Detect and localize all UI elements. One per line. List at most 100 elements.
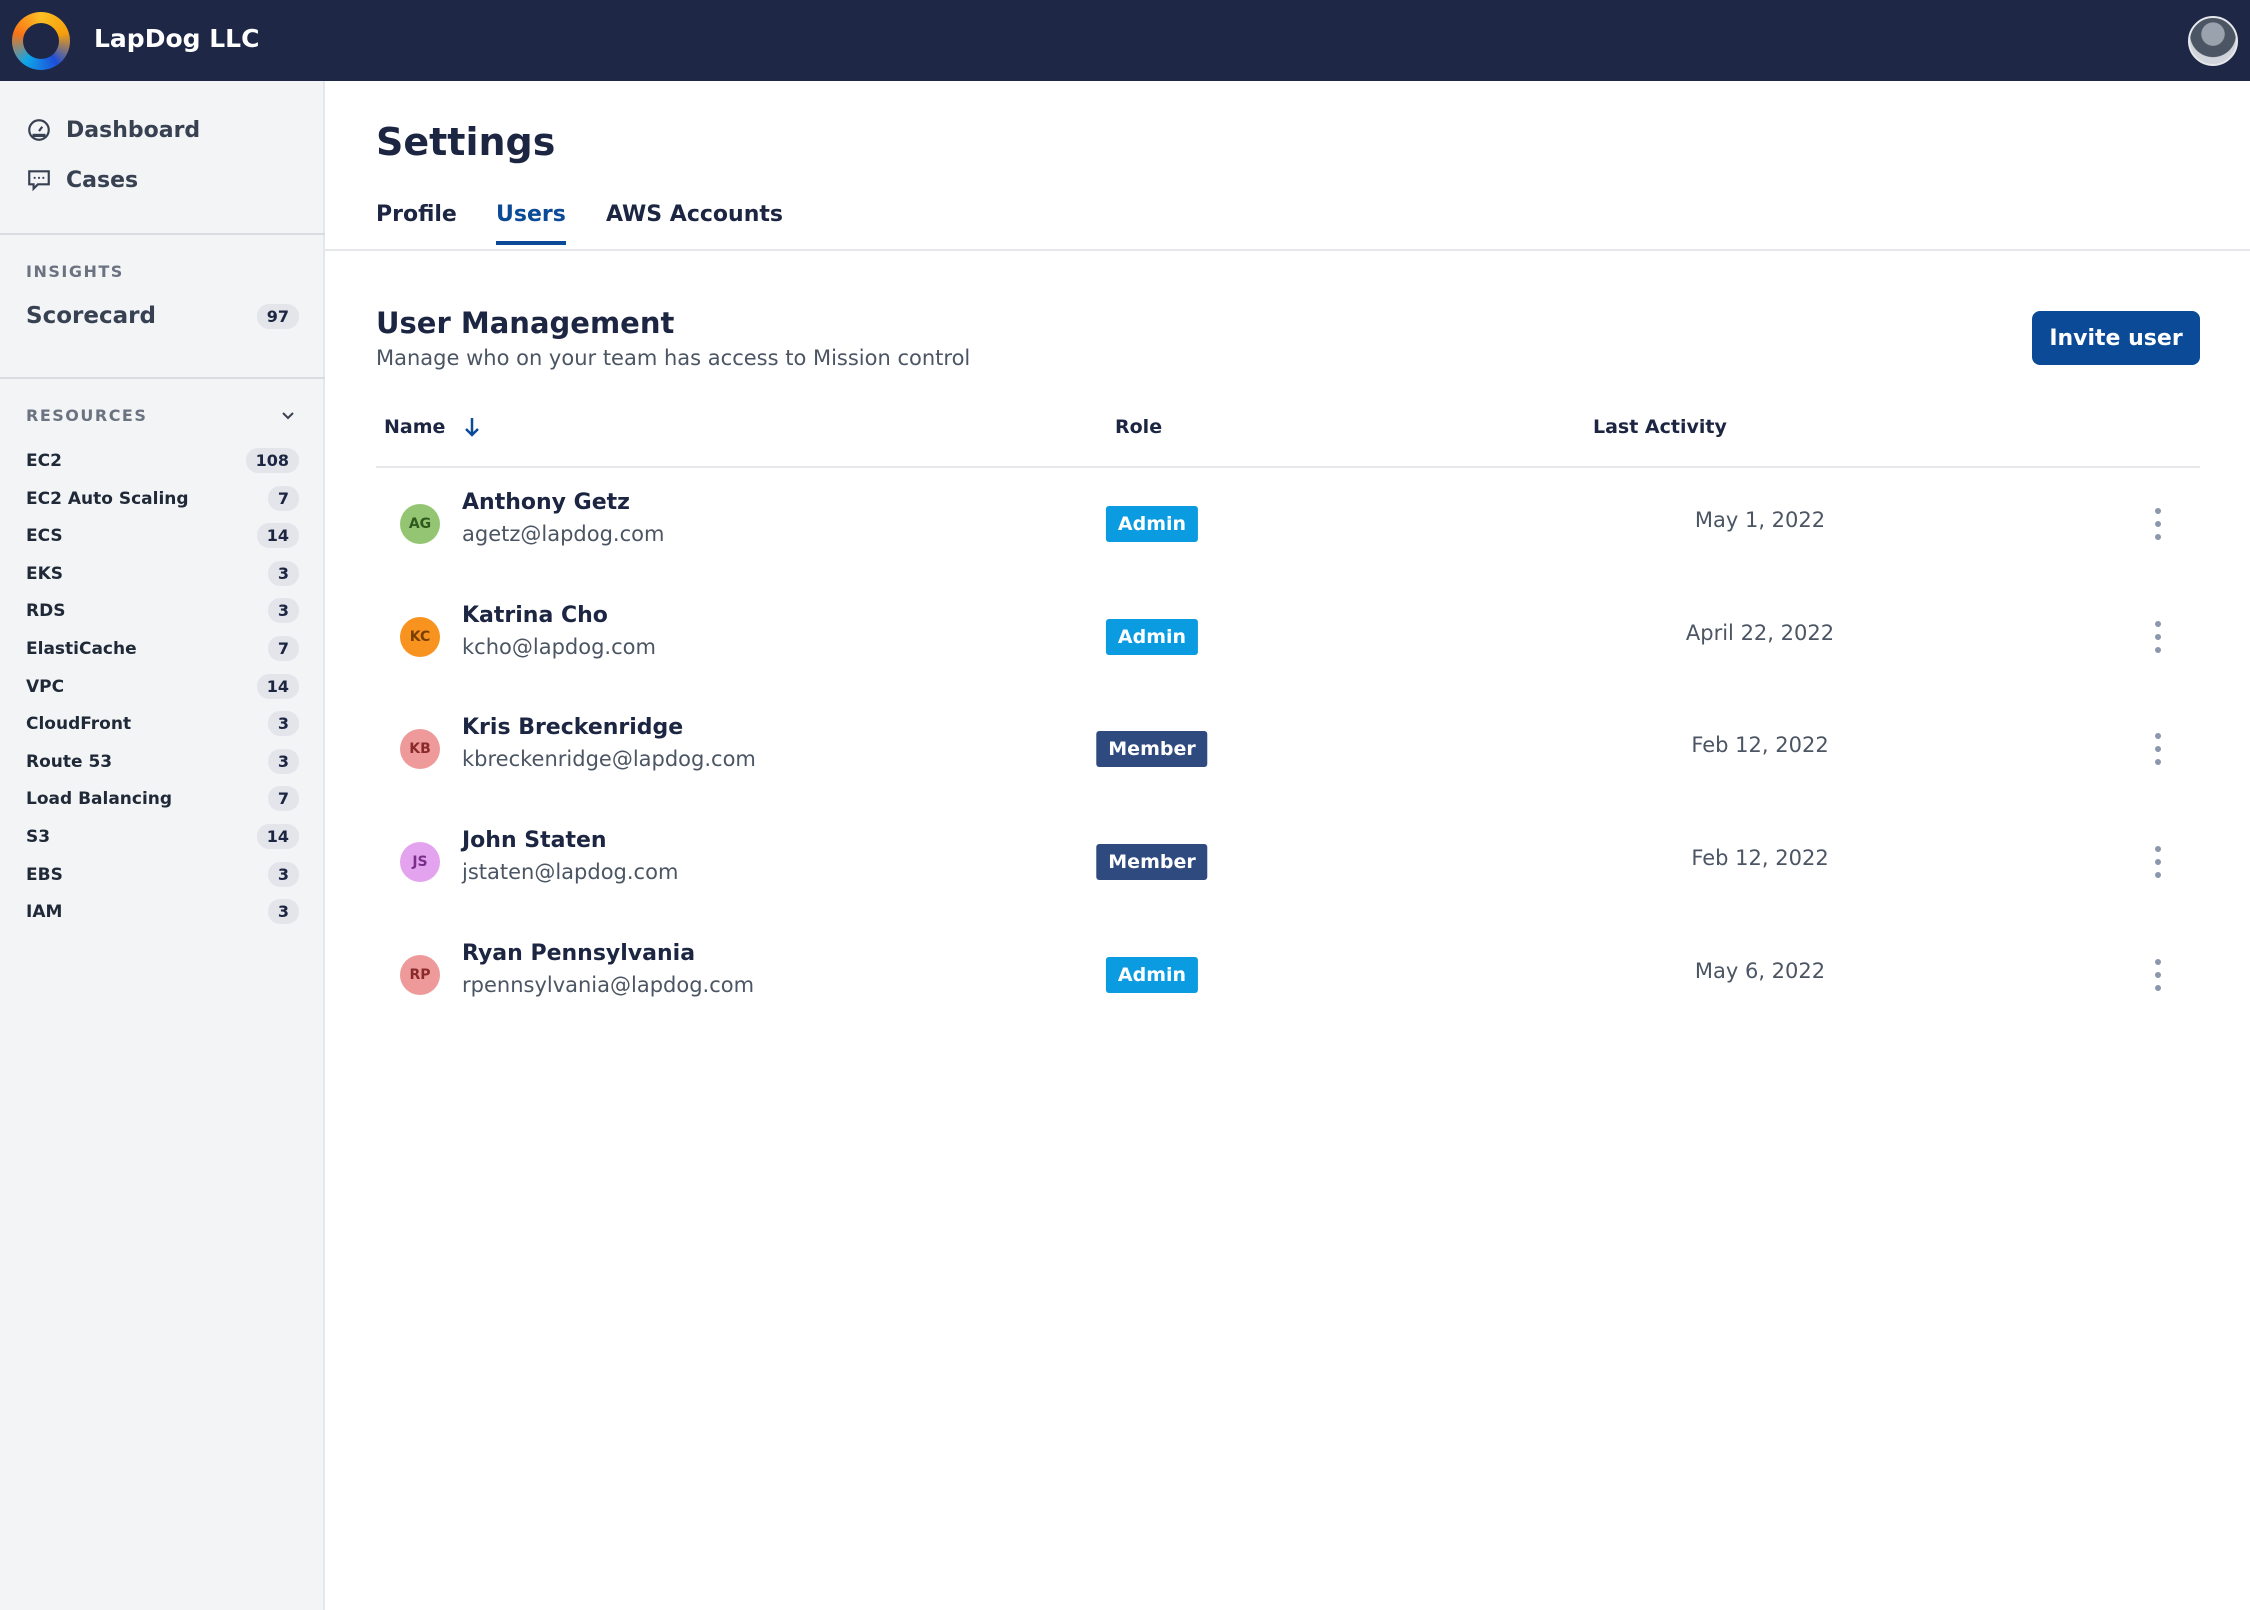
user-email: jstaten@lapdog.com [462,860,679,885]
last-activity: Feb 12, 2022 [1691,846,1829,871]
resource-label: CloudFront [26,714,132,735]
user-email: kbreckenridge@lapdog.com [462,747,756,772]
count-badge: 3 [267,748,299,774]
count-badge: 3 [267,560,299,586]
column-header-role: Role [1115,416,1163,438]
role-badge: Admin [1105,506,1199,542]
sidebar-resource-item[interactable]: Load Balancing 7 [26,786,299,812]
sidebar-resource-item[interactable]: EC2 108 [26,448,299,473]
section-title: User Management [376,306,675,340]
table-row: RP Ryan Pennsylvania rpennsylvania@lapdo… [376,919,2200,1031]
sidebar-resource-item[interactable]: S3 14 [26,824,299,849]
user-name: Anthony Getz [462,490,630,515]
invite-user-button[interactable]: Invite user [2032,311,2200,365]
sidebar-resource-item[interactable]: EC2 Auto Scaling 7 [26,485,299,511]
sidebar-item-scorecard[interactable]: Scorecard 97 [26,303,299,329]
page-title: Settings [376,120,556,164]
table-row: AG Anthony Getz agetz@lapdog.com Admin M… [376,468,2200,580]
sidebar-resource-item[interactable]: EBS 3 [26,861,299,887]
sidebar-item-cases[interactable]: Cases [26,167,138,193]
table-row: KB Kris Breckenridge kbreckenridge@lapdo… [376,693,2200,805]
user-name: Katrina Cho [462,602,608,628]
avatar: AG [400,504,440,544]
avatar: KB [400,729,440,770]
user-avatar[interactable] [2188,16,2238,66]
tabs-divider [325,249,2250,251]
logo [12,12,70,70]
divider [0,377,325,379]
avatar: RP [400,954,440,995]
role-badge: Admin [1105,956,1199,993]
count-badge: 3 [267,598,299,624]
more-options-icon[interactable] [2148,842,2168,882]
avatar: KC [400,616,440,657]
sidebar-item-label: Scorecard [26,303,156,329]
dashboard-gauge-icon [28,119,50,141]
header-divider [376,466,2200,468]
sidebar: Dashboard Cases INSIGHTS Scorecard 97 RE… [0,81,325,1610]
last-activity: Feb 12, 2022 [1691,733,1829,758]
user-name: Ryan Pennsylvania [462,940,696,966]
count-badge: 7 [267,636,299,661]
count-badge: 3 [267,861,299,887]
sidebar-resource-item[interactable]: ECS 14 [26,523,299,549]
sidebar-resource-item[interactable]: RDS 3 [26,598,299,624]
insights-heading: INSIGHTS [26,262,124,281]
user-name: Kris Breckenridge [462,715,684,741]
resource-label: ECS [26,526,63,547]
resource-label: EKS [26,563,64,584]
sidebar-item-label: Dashboard [66,117,201,143]
count-badge: 14 [256,824,299,849]
resource-label: EBS [26,864,63,885]
last-activity: May 6, 2022 [1694,958,1826,983]
role-badge: Member [1096,844,1208,881]
count-badge: 3 [267,711,299,737]
tab-users[interactable]: Users [496,202,566,245]
resources-heading: RESOURCES [26,406,148,425]
count-badge: 3 [267,899,299,925]
sidebar-resource-item[interactable]: CloudFront 3 [26,711,299,737]
count-badge: 108 [245,448,299,473]
resource-label: Route 53 [26,751,113,772]
arrow-down-icon[interactable] [463,416,481,438]
chat-bubble-icon [28,170,50,192]
section-subtitle: Manage who on your team has access to Mi… [376,346,971,370]
resource-label: Load Balancing [26,789,173,810]
sidebar-resource-item[interactable]: VPC 14 [26,673,299,699]
sidebar-resource-item[interactable]: IAM 3 [26,899,299,925]
resource-label: ElastiCache [26,639,137,659]
tab-profile[interactable]: Profile [376,202,457,227]
tab-aws-accounts[interactable]: AWS Accounts [606,202,783,227]
more-options-icon[interactable] [2148,955,2168,995]
more-options-icon[interactable] [2148,617,2168,657]
more-options-icon[interactable] [2148,729,2168,769]
brand-name: LapDog LLC [94,24,260,53]
role-badge: Admin [1105,618,1199,655]
column-label: Name [384,416,446,438]
last-activity: May 1, 2022 [1694,508,1826,532]
top-bar: LapDog LLC [0,0,2250,81]
sidebar-resource-item[interactable]: EKS 3 [26,560,299,586]
more-options-icon[interactable] [2148,504,2168,544]
role-badge: Member [1096,731,1208,768]
count-badge: 7 [267,786,299,812]
sidebar-resource-item[interactable]: Route 53 3 [26,748,299,774]
table-row: JS John Staten jstaten@lapdog.com Member… [376,806,2200,918]
sidebar-resource-item[interactable]: ElastiCache 7 [26,636,299,661]
column-header-last-activity: Last Activity [1593,416,1727,438]
user-email: kcho@lapdog.com [462,634,656,659]
column-header-name[interactable]: Name [384,416,481,438]
resource-label: S3 [26,827,51,847]
chevron-down-icon[interactable] [280,407,296,423]
count-badge: 14 [256,673,299,699]
sidebar-item-dashboard[interactable]: Dashboard [26,117,200,143]
divider [0,233,325,235]
user-email: rpennsylvania@lapdog.com [462,972,755,997]
resource-label: VPC [26,676,65,697]
count-badge: 7 [267,485,299,511]
user-email: agetz@lapdog.com [462,522,665,546]
last-activity: April 22, 2022 [1685,620,1835,645]
resource-label: RDS [26,601,66,622]
resource-label: IAM [26,902,63,923]
resource-label: EC2 Auto Scaling [26,488,189,509]
